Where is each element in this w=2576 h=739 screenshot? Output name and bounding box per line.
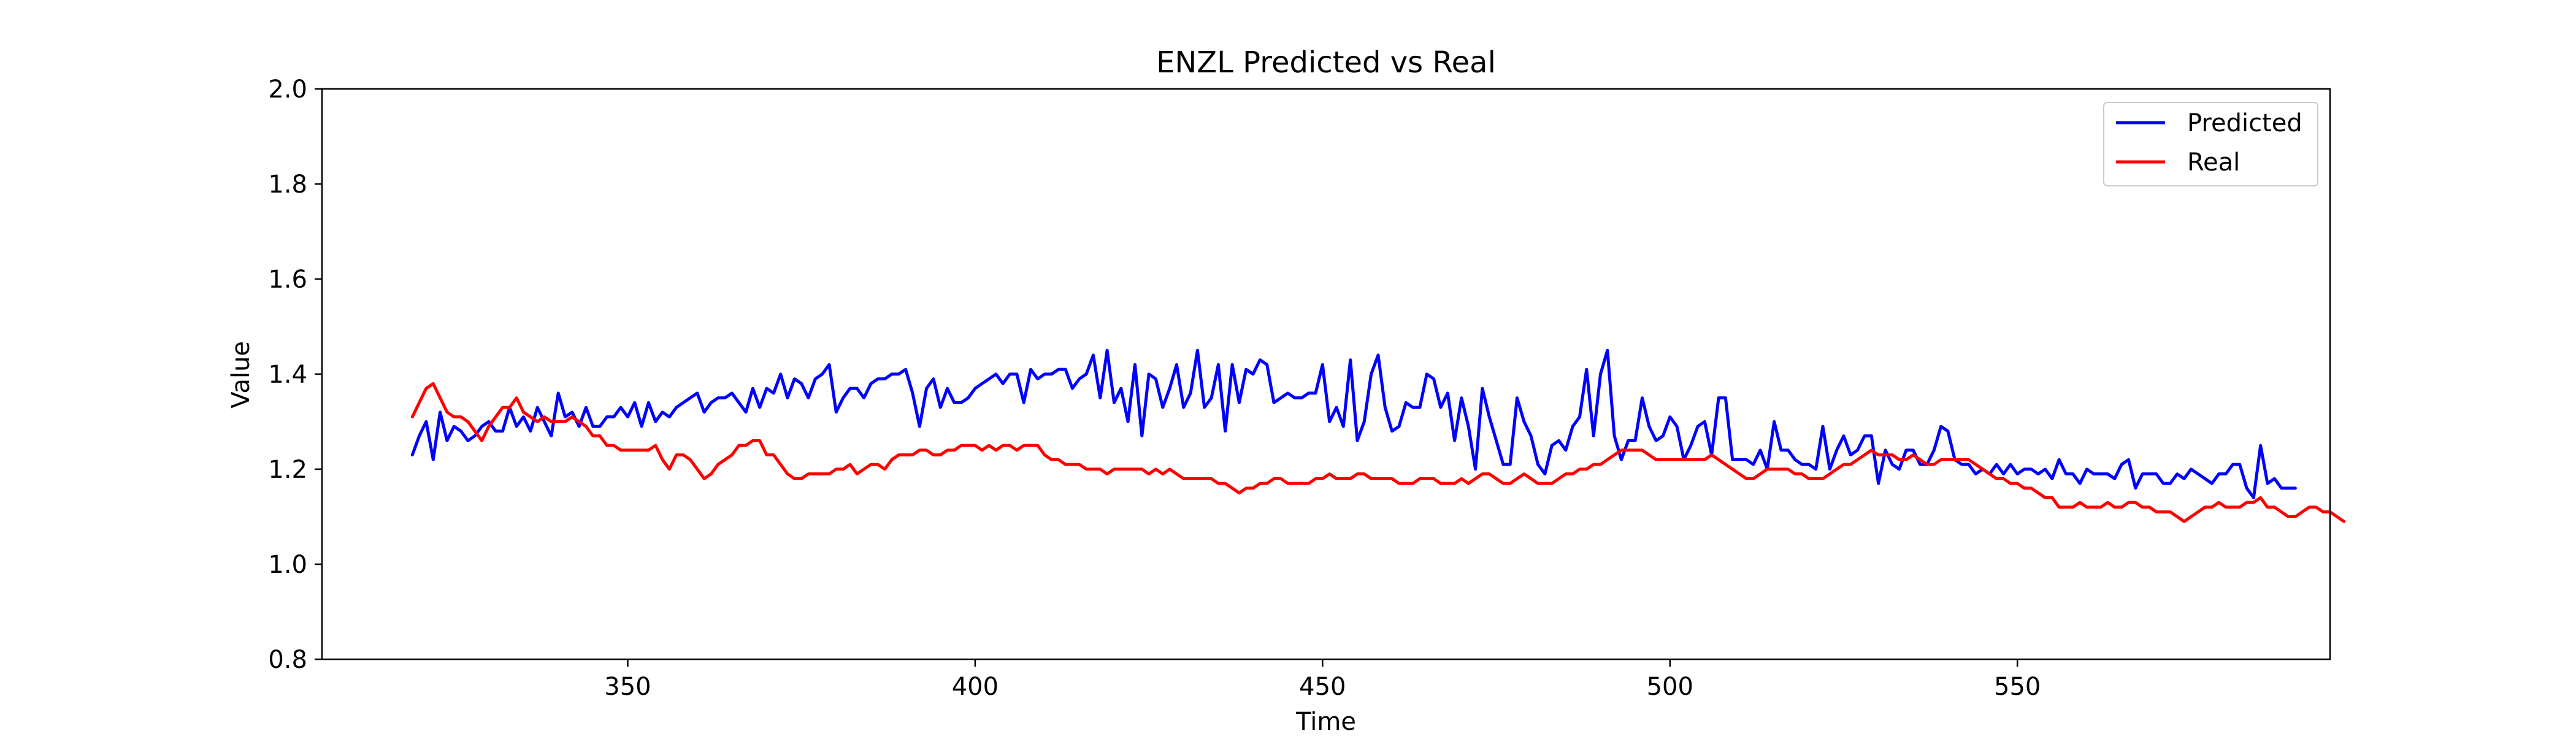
legend-label-real: Real bbox=[2187, 148, 2240, 177]
x-tick-label: 500 bbox=[1647, 673, 1693, 701]
y-tick-label: 1.0 bbox=[268, 551, 307, 579]
y-tick-label: 2.0 bbox=[268, 75, 307, 104]
y-tick-label: 0.8 bbox=[268, 646, 307, 674]
x-tick-label: 550 bbox=[1994, 673, 2041, 701]
legend: Predicted Real bbox=[2103, 102, 2318, 186]
x-tick-label: 450 bbox=[1299, 673, 1346, 701]
y-tick-label: 1.6 bbox=[268, 266, 307, 294]
y-tick-label: 1.8 bbox=[268, 170, 307, 199]
x-tick-label: 350 bbox=[604, 673, 651, 701]
y-axis-label: Value bbox=[227, 341, 255, 408]
plot-area-frame bbox=[321, 88, 2331, 661]
axis-ticks: 350 400 450 500 550 0.8 1.0 1.2 1.4 1.6 1.8 2.0 bbox=[268, 75, 2041, 701]
x-axis-label: Time bbox=[1295, 708, 1356, 736]
legend-label-predicted: Predicted bbox=[2187, 109, 2302, 137]
series-line-real bbox=[410, 382, 2346, 523]
y-tick-label: 1.2 bbox=[268, 456, 307, 484]
y-tick-label: 1.4 bbox=[268, 361, 307, 389]
series-lines bbox=[410, 348, 2346, 523]
x-tick-label: 400 bbox=[952, 673, 999, 701]
chart-title: ENZL Predicted vs Real bbox=[1156, 45, 1496, 80]
